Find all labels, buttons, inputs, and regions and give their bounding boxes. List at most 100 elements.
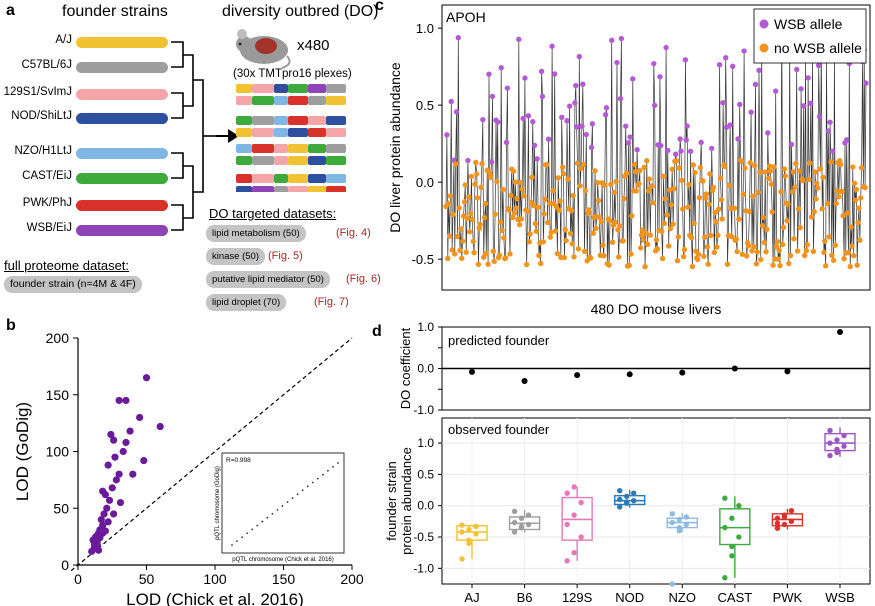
targeted-dataset-chip: lipid metabolism (50)	[206, 225, 306, 242]
no-wsb-point	[459, 238, 466, 244]
no-wsb-point	[616, 223, 623, 229]
observed-point	[617, 496, 623, 503]
no-wsb-point	[834, 188, 840, 194]
no-wsb-point	[567, 230, 574, 237]
genome-segment	[236, 174, 252, 183]
x-tick-label: 150	[272, 571, 296, 587]
no-wsb-point	[593, 225, 599, 232]
data-point	[156, 422, 164, 431]
wsb-point	[657, 74, 663, 80]
no-wsb-point	[552, 228, 559, 234]
no-wsb-point	[461, 199, 468, 205]
no-wsb-point	[751, 244, 757, 250]
genome-segment	[326, 186, 346, 192]
no-wsb-point	[519, 186, 525, 192]
inset-y-label: pQTL chromosome (GoDig)	[215, 466, 221, 540]
genome-segment	[326, 116, 346, 125]
inset-point	[301, 489, 304, 492]
no-wsb-point	[628, 251, 634, 257]
no-wsb-point	[668, 202, 675, 208]
wsb-point	[453, 109, 460, 115]
no-wsb-point	[862, 184, 868, 191]
no-wsb-point	[796, 168, 803, 174]
no-wsb-point	[643, 230, 649, 236]
coefficient-point	[521, 377, 528, 384]
wsb-point	[588, 144, 595, 151]
genome-segment	[326, 144, 346, 153]
inset-r-label: R=0.998	[226, 457, 251, 464]
targeted-dataset-chip: putative lipid mediator (50)	[206, 271, 330, 288]
no-wsb-point	[586, 207, 592, 213]
data-point	[103, 504, 111, 512]
no-wsb-point	[561, 254, 568, 261]
observed-point	[525, 512, 532, 518]
targeted-dataset-chip: lipid droplet (70)	[206, 294, 287, 311]
no-wsb-point	[637, 245, 644, 251]
genome-segment	[274, 144, 288, 153]
wsb-point	[579, 123, 585, 129]
wsb-point	[816, 113, 823, 120]
genome-segment	[308, 116, 326, 125]
inset-x-label: pQTL chromosome (Chick et al. 2016)	[232, 557, 333, 563]
no-wsb-point	[688, 234, 695, 241]
no-wsb-point	[466, 194, 472, 200]
wsb-point	[815, 62, 822, 69]
observed-point	[578, 499, 584, 506]
no-wsb-point	[547, 234, 554, 240]
genome-segment	[274, 186, 288, 192]
genome-segment	[288, 116, 308, 125]
wsb-point	[651, 60, 657, 67]
no-wsb-point	[705, 261, 711, 267]
inset-point	[271, 512, 274, 515]
no-wsb-point	[753, 261, 760, 267]
observed-point	[511, 508, 518, 515]
wsb-point	[504, 85, 511, 91]
genome-segment	[308, 144, 326, 153]
no-wsb-point	[641, 164, 647, 171]
wsb-point	[683, 137, 689, 143]
no-wsb-point	[794, 248, 801, 254]
box	[824, 432, 856, 452]
observed-point	[736, 534, 742, 540]
inset-point	[276, 508, 279, 511]
no-wsb-point	[509, 214, 516, 221]
no-wsb-point	[521, 193, 527, 199]
coefficient-point	[784, 368, 791, 375]
no-wsb-point	[773, 243, 780, 250]
wsb-point	[465, 157, 471, 164]
no-wsb-point	[729, 234, 735, 240]
no-wsb-point	[602, 182, 608, 188]
no-wsb-point	[821, 249, 827, 256]
no-wsb-point	[781, 166, 788, 172]
no-wsb-point	[492, 211, 498, 217]
no-wsb-point	[596, 214, 603, 220]
wsb-point	[765, 130, 771, 136]
genome-segment	[274, 96, 288, 105]
x-axis-title: 480 DO mouse livers	[591, 301, 722, 317]
observed-point	[459, 522, 465, 528]
inset-point	[266, 516, 269, 519]
no-wsb-point	[611, 189, 618, 196]
inset-point	[256, 524, 259, 527]
no-wsb-point	[468, 173, 475, 180]
no-wsb-point	[636, 181, 642, 187]
strain-tick-label: NOD	[615, 590, 644, 605]
no-wsb-point	[623, 170, 630, 176]
lod-scatter-chart: 0 50 100 150 200 0 50 100 150 200 LOD (Chick et al…	[13, 330, 364, 606]
no-wsb-point	[790, 169, 796, 175]
no-wsb-point	[830, 257, 837, 264]
no-wsb-point	[717, 175, 724, 181]
no-wsb-point	[661, 220, 668, 227]
no-wsb-point	[763, 249, 769, 255]
no-wsb-point	[762, 169, 768, 175]
observed-point	[466, 540, 472, 546]
observed-point	[676, 516, 682, 523]
no-wsb-point	[540, 239, 547, 245]
no-wsb-point	[445, 200, 452, 207]
wsb-point	[805, 75, 811, 81]
wsb-point	[752, 81, 759, 88]
coefficient-point	[731, 365, 738, 372]
observed-point	[459, 529, 465, 535]
no-wsb-point	[577, 183, 583, 189]
no-wsb-point	[692, 169, 698, 176]
